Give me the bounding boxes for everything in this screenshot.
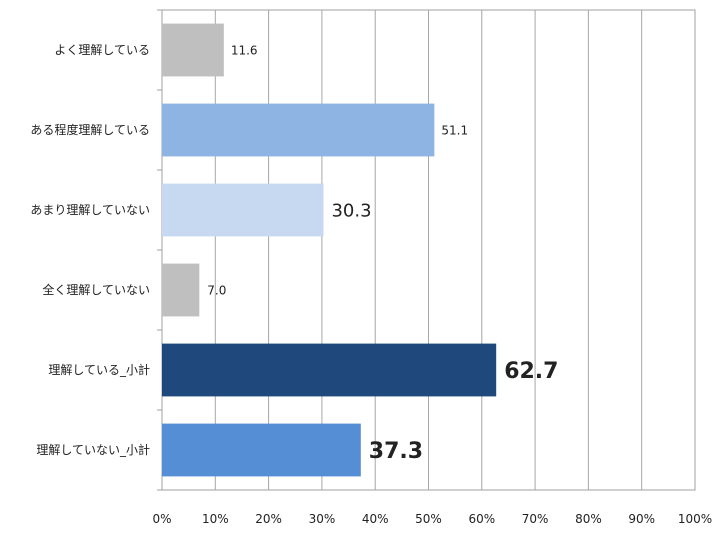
bar [162,423,361,477]
bar [162,183,324,237]
x-tick-label: 50% [415,512,442,526]
bars [162,23,497,477]
grid-lines [214,10,643,490]
bar [162,343,497,397]
value-label: 30.3 [331,200,371,221]
category-label: ある程度理解している [30,122,150,137]
category-ticks [157,9,162,491]
category-label: よく理解している [54,43,150,57]
x-tick-label: 80% [575,512,602,526]
x-tick-label: 40% [362,512,389,526]
value-label: 11.6 [231,43,258,57]
category-label: あまり理解していない [30,203,150,217]
value-label: 37.3 [369,439,423,464]
x-tick-label: 60% [468,512,495,526]
category-label: 全く理解していない [42,282,150,297]
bar [162,103,435,157]
category-label: 理解していない_小計 [36,442,150,457]
bar [162,263,200,317]
x-tick-label: 70% [522,512,549,526]
category-labels: よく理解しているある程度理解しているあまり理解していない全く理解していない理解し… [30,43,150,457]
x-axis-tick-labels: 0% 10% 20% 30% 40% 50% 60% 70% 80% 90% 100% [152,512,712,526]
x-tick-label: 0% [152,512,171,526]
bar [162,23,224,77]
value-labels: 11.6 51.1 30.3 7.0 62.7 37.3 [207,43,558,464]
x-tick-label: 100% [678,512,712,526]
category-label: 理解している_小計 [48,362,150,377]
x-tick-label: 90% [628,512,655,526]
value-label: 7.0 [207,283,226,297]
value-label: 62.7 [504,359,558,384]
x-tick-label: 30% [309,512,336,526]
value-label: 51.1 [441,123,468,137]
x-tick-label: 20% [255,512,282,526]
x-tick-label: 10% [202,512,229,526]
